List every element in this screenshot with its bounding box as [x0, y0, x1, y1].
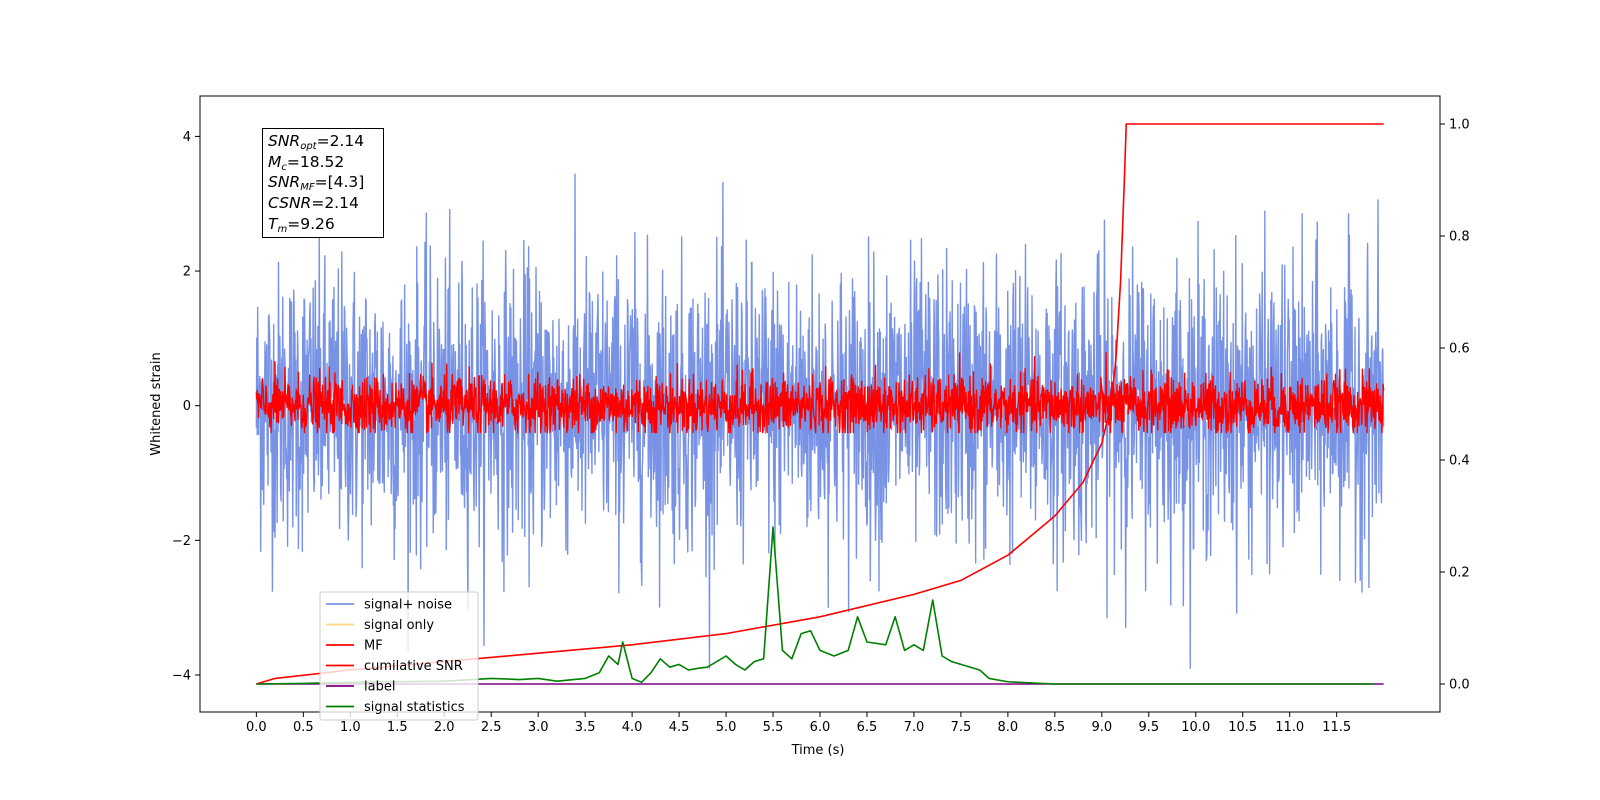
- x-tick-label: 8.5: [1045, 720, 1066, 735]
- legend-label: signal statistics: [364, 700, 465, 715]
- x-tick-label: 6.0: [810, 720, 831, 735]
- y-axis-right: 1.0 0.8 0.6 0.4 0.2 0.0: [1440, 118, 1470, 693]
- x-tick-label: 9.5: [1138, 720, 1159, 735]
- annotation-line: SNRopt=2.14: [268, 132, 365, 152]
- x-tick-label: 4.5: [669, 720, 690, 735]
- y2-tick-label: 0.2: [1449, 566, 1470, 581]
- x-axis: 0.0 0.5 1.0 1.5 2.0 2.5 3.0 3.5 4.0 4.5 5.0 5.5 6.0 6…: [246, 712, 1351, 735]
- x-tick-label: 8.0: [998, 720, 1019, 735]
- x-tick-label: 3.0: [528, 720, 549, 735]
- annotation-line: Tm=9.26: [268, 214, 335, 235]
- legend: signal+ noise signal only MF cumilative SNR…: [319, 591, 479, 721]
- x-tick-label: 5.5: [763, 720, 784, 735]
- x-tick-label: 11.5: [1322, 720, 1351, 735]
- y2-tick-label: 1.0: [1449, 118, 1470, 133]
- x-tick-label: 4.0: [622, 720, 643, 735]
- annotation-line: SNRMF=[4.3]: [268, 173, 365, 194]
- y2-tick-label: 0.6: [1449, 342, 1470, 357]
- series-line-mf: [255, 351, 1385, 434]
- x-tick-label: 1.5: [387, 720, 408, 735]
- y2-tick-label: 0.0: [1449, 678, 1470, 693]
- annotation-line: CSNR=2.14: [268, 194, 359, 213]
- x-tick-label: 2.0: [434, 720, 455, 735]
- y2-tick-label: 0.8: [1449, 230, 1470, 245]
- x-tick-label: 10.5: [1228, 720, 1257, 735]
- legend-label: signal only: [364, 618, 434, 633]
- x-tick-label: 2.5: [481, 720, 502, 735]
- series-line-signal-statistics: [256, 526, 1375, 685]
- y-axis-label: Whitened strain: [149, 352, 164, 455]
- legend-label: MF: [364, 639, 383, 654]
- y-axis-left: 4 2 0 −2 −4: [172, 130, 200, 683]
- legend-label: signal+ noise: [364, 598, 452, 613]
- x-tick-label: 7.0: [904, 720, 925, 735]
- y-tick-label: 0: [183, 399, 191, 414]
- annotation-box: SNRopt=2.14 Mc=18.52 SNRMF=[4.3] CSNR=2.…: [262, 128, 384, 238]
- x-tick-label: 10.0: [1181, 720, 1210, 735]
- x-tick-label: 9.0: [1091, 720, 1112, 735]
- y-tick-label: 4: [183, 130, 191, 145]
- legend-label: label: [364, 680, 395, 695]
- legend-label: cumilative SNR: [364, 659, 463, 674]
- x-tick-label: 5.0: [716, 720, 737, 735]
- x-tick-label: 0.0: [246, 720, 267, 735]
- x-tick-label: 3.5: [575, 720, 596, 735]
- y-tick-label: 2: [183, 265, 191, 280]
- x-axis-label: Time (s): [791, 743, 845, 758]
- legend-frame: [319, 591, 479, 721]
- y-tick-label: −4: [172, 668, 191, 683]
- x-tick-label: 1.0: [340, 720, 361, 735]
- x-tick-label: 11.0: [1275, 720, 1304, 735]
- y2-tick-label: 0.4: [1449, 454, 1470, 469]
- x-tick-label: 6.5: [857, 720, 878, 735]
- y-tick-label: −2: [172, 534, 191, 549]
- x-tick-label: 7.5: [951, 720, 972, 735]
- annotation-line: Mc=18.52: [268, 152, 345, 173]
- x-tick-label: 0.5: [293, 720, 314, 735]
